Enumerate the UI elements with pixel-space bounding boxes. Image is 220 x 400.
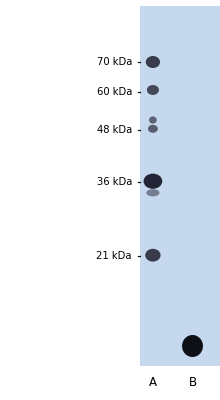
- Text: 60 kDa: 60 kDa: [97, 87, 132, 97]
- Ellipse shape: [145, 249, 161, 262]
- Ellipse shape: [148, 125, 158, 133]
- Text: 70 kDa: 70 kDa: [97, 57, 132, 67]
- Bar: [140, 6, 220, 366]
- Ellipse shape: [143, 174, 162, 189]
- Ellipse shape: [147, 85, 159, 95]
- Text: 48 kDa: 48 kDa: [97, 125, 132, 135]
- Text: 21 kDa: 21 kDa: [97, 251, 132, 261]
- Ellipse shape: [182, 335, 203, 357]
- Text: A: A: [149, 376, 157, 388]
- Ellipse shape: [146, 189, 160, 196]
- Text: 36 kDa: 36 kDa: [97, 177, 132, 187]
- Text: B: B: [189, 376, 196, 388]
- Ellipse shape: [146, 56, 160, 68]
- Ellipse shape: [149, 116, 157, 124]
